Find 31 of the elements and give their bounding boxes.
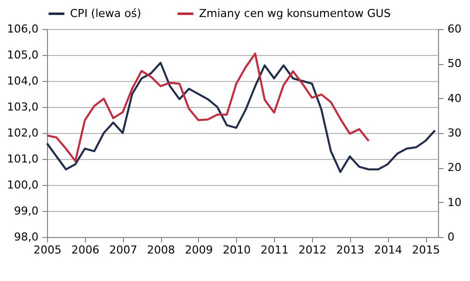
legend-label: Zmiany cen wg konsumentow GUS [199,6,391,20]
y-tick-label: 106,0 [7,22,38,36]
x-tick-label: 2010 [222,244,251,256]
y2-tick-label: 60 [448,22,462,36]
y2-tick-label: 50 [448,57,462,70]
x-tick-label: 2013 [336,244,364,256]
y2-tick-label: 0 [448,230,454,244]
line-series [46,52,370,162]
legend-label: CPI (lewa oś) [70,6,142,20]
y-tick-label: 105,0 [7,48,38,62]
y-tick-label: 104,0 [7,74,38,88]
x-tick-label: 2007 [109,244,138,256]
x-tick-label: 2008 [147,244,176,256]
line-series [46,62,436,173]
x-tick-label: 2011 [260,244,289,256]
y2-tick-label: 30 [448,126,462,140]
y2-tick-label: 20 [448,161,462,174]
x-tick-label: 2009 [184,244,213,256]
x-tick-label: 2006 [71,244,100,256]
y-tick-label: 102,0 [7,126,38,140]
y-tick-label: 99,0 [14,204,38,218]
x-tick-label: 2015 [412,244,440,256]
y-tick-label: 98,0 [14,230,38,244]
x-tick-label: 2012 [298,244,326,256]
y2-tick-label: 10 [448,196,462,209]
y-tick-label: 101,0 [7,152,38,166]
x-tick-label: 2014 [374,244,402,256]
y2-tick-label: 40 [448,92,462,105]
x-tick-label: 2005 [34,244,62,256]
y-tick-label: 103,0 [7,100,38,114]
y-tick-label: 100,0 [7,178,38,192]
